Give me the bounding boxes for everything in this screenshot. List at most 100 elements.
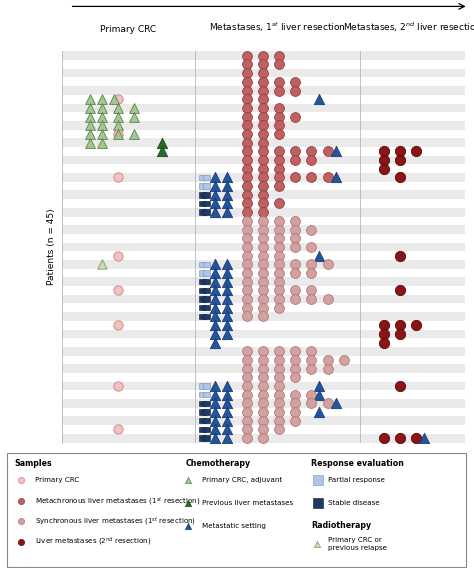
Point	[130, 112, 138, 121]
Bar	[200, 183, 206, 189]
Bar	[62, 364, 465, 373]
Point	[396, 173, 404, 182]
Point	[86, 103, 94, 112]
Bar	[200, 314, 206, 319]
Point	[98, 260, 106, 269]
Point	[308, 155, 315, 164]
Point	[396, 251, 404, 260]
Point	[158, 147, 166, 156]
Point	[243, 347, 251, 356]
Bar	[200, 175, 206, 180]
Bar	[62, 251, 465, 260]
Point	[223, 390, 230, 399]
Point	[211, 320, 219, 329]
Bar	[62, 425, 465, 434]
Point	[184, 476, 192, 485]
Point	[313, 539, 321, 548]
Point	[316, 408, 323, 417]
Point	[396, 381, 404, 391]
Point	[211, 303, 219, 312]
Point	[17, 496, 25, 505]
Text: Radiotherapy: Radiotherapy	[311, 521, 372, 530]
Point	[275, 295, 283, 304]
Point	[243, 130, 251, 139]
Bar	[62, 51, 465, 60]
Point	[243, 381, 251, 391]
Point	[158, 138, 166, 147]
Point	[292, 112, 299, 121]
Point	[223, 320, 230, 329]
Point	[324, 147, 331, 156]
Point	[259, 408, 267, 417]
Point	[243, 86, 251, 95]
Bar	[203, 192, 210, 198]
Bar	[203, 392, 210, 397]
Point	[211, 208, 219, 217]
Point	[324, 260, 331, 269]
Bar	[62, 216, 465, 225]
Point	[308, 295, 315, 304]
Point	[275, 347, 283, 356]
Point	[86, 95, 94, 104]
Point	[275, 130, 283, 139]
Bar	[62, 182, 465, 191]
Point	[292, 355, 299, 364]
Point	[211, 338, 219, 347]
Bar	[62, 69, 465, 78]
Point	[223, 329, 230, 339]
Bar	[203, 305, 210, 311]
Point	[17, 537, 25, 546]
Point	[243, 225, 251, 234]
Bar	[62, 329, 465, 338]
Bar	[200, 262, 206, 267]
Point	[114, 130, 122, 139]
Point	[292, 399, 299, 408]
Point	[308, 355, 315, 364]
Bar	[62, 434, 465, 443]
Text: Liver metastases (2$^{nd}$ resection): Liver metastases (2$^{nd}$ resection)	[35, 536, 151, 548]
Point	[243, 147, 251, 156]
Point	[98, 138, 106, 147]
Bar	[200, 418, 206, 424]
Point	[412, 433, 420, 443]
Point	[292, 268, 299, 278]
Point	[243, 355, 251, 364]
Point	[114, 286, 122, 295]
Point	[243, 364, 251, 373]
Bar	[200, 201, 206, 206]
Bar	[203, 279, 210, 284]
Point	[243, 234, 251, 243]
Bar	[62, 173, 465, 182]
Bar	[62, 112, 465, 121]
Bar	[203, 262, 210, 267]
Text: Synchronous liver metastases (1$^{st}$ resection): Synchronous liver metastases (1$^{st}$ r…	[35, 515, 196, 528]
Point	[332, 399, 339, 408]
Bar	[200, 392, 206, 397]
Point	[114, 130, 122, 139]
Point	[275, 260, 283, 269]
Point	[243, 425, 251, 434]
Text: Chemotherapy: Chemotherapy	[186, 459, 251, 468]
Point	[86, 130, 94, 139]
Point	[292, 173, 299, 182]
Point	[275, 234, 283, 243]
Point	[259, 433, 267, 443]
Point	[412, 320, 420, 329]
Bar	[62, 86, 465, 95]
Point	[243, 199, 251, 208]
Text: Partial response: Partial response	[328, 477, 384, 484]
Bar	[62, 321, 465, 329]
Bar	[200, 409, 206, 415]
Bar	[203, 288, 210, 293]
Point	[211, 408, 219, 417]
Bar	[200, 401, 206, 406]
Point	[308, 268, 315, 278]
Point	[275, 416, 283, 425]
Point	[292, 86, 299, 95]
Text: Primary CRC or
previous relapse: Primary CRC or previous relapse	[328, 537, 387, 550]
Bar	[62, 356, 465, 364]
Text: Response evaluation: Response evaluation	[311, 459, 404, 468]
Point	[292, 295, 299, 304]
Point	[275, 425, 283, 434]
Point	[98, 112, 106, 121]
